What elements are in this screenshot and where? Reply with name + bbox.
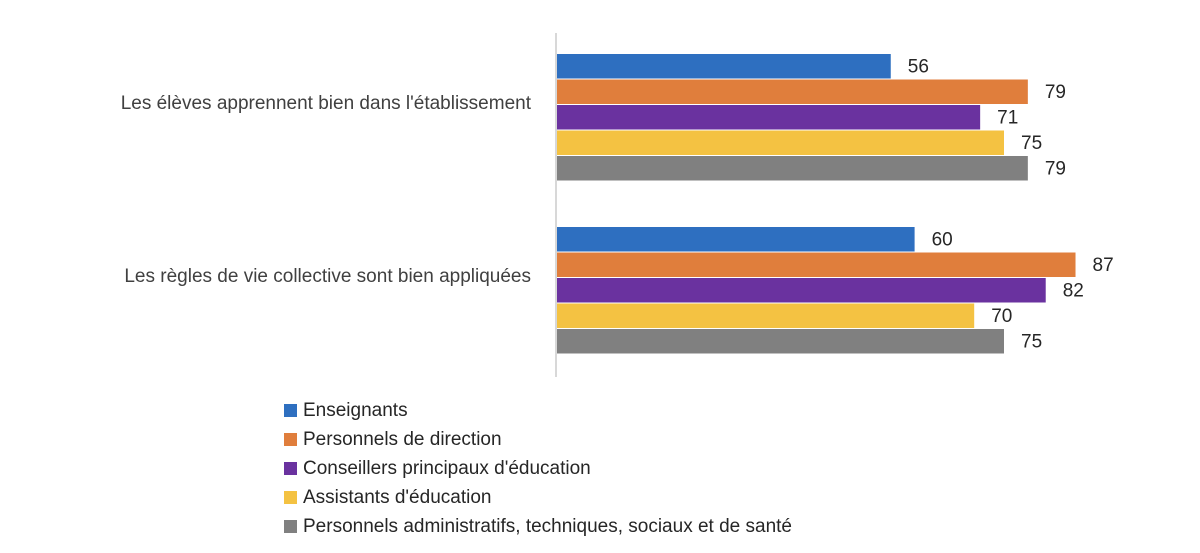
- data-label: 75: [1021, 133, 1042, 154]
- legend-item: Conseillers principaux d'éducation: [284, 454, 792, 483]
- legend-label: Personnels de direction: [303, 428, 502, 450]
- legend-item: Assistants d'éducation: [284, 483, 792, 512]
- legend-item: Personnels administratifs, techniques, s…: [284, 512, 792, 541]
- data-label: 75: [1021, 331, 1042, 352]
- legend-item: Personnels de direction: [284, 425, 792, 454]
- bar: [557, 278, 1046, 303]
- data-label: 82: [1063, 280, 1084, 301]
- legend-label: Personnels administratifs, techniques, s…: [303, 515, 792, 537]
- bar: [557, 156, 1028, 181]
- bar: [557, 54, 891, 79]
- legend-label: Enseignants: [303, 399, 408, 421]
- legend-swatch: [284, 491, 297, 504]
- legend-swatch: [284, 433, 297, 446]
- data-label: 56: [908, 56, 929, 77]
- data-label: 60: [932, 229, 953, 250]
- category-label: Les élèves apprennent bien dans l'établi…: [121, 93, 532, 114]
- legend-swatch: [284, 404, 297, 417]
- bar: [557, 329, 1004, 354]
- legend-label: Conseillers principaux d'éducation: [303, 457, 591, 479]
- data-label: 79: [1045, 158, 1066, 179]
- legend-label: Assistants d'éducation: [303, 486, 492, 508]
- legend: Enseignants Personnels de direction Consei…: [284, 396, 792, 541]
- bar: [557, 79, 1028, 104]
- legend-item: Enseignants: [284, 396, 792, 425]
- category-label: Les règles de vie collective sont bien a…: [124, 266, 531, 287]
- legend-swatch: [284, 520, 297, 533]
- data-label: 79: [1045, 82, 1066, 103]
- bar: [557, 105, 981, 130]
- data-label: 71: [997, 107, 1018, 128]
- bar: [557, 130, 1004, 155]
- data-label: 70: [991, 306, 1012, 327]
- bar: [557, 303, 975, 328]
- data-label: 87: [1093, 255, 1114, 276]
- bar: [557, 227, 915, 252]
- legend-swatch: [284, 462, 297, 475]
- category-labels: Les élèves apprennent bien dans l'établi…: [121, 93, 532, 287]
- bar: [557, 252, 1076, 277]
